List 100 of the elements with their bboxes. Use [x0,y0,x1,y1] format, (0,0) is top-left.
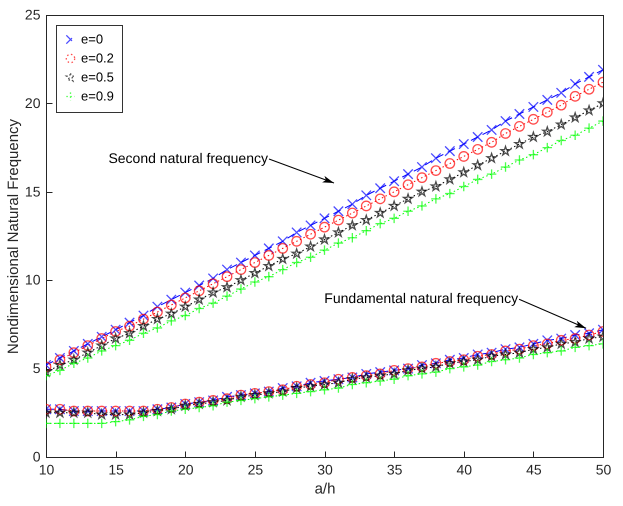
point [444,146,456,157]
point [402,179,414,190]
x-tick-label: 35 [386,462,403,478]
point [500,146,511,156]
point [346,379,358,390]
point [374,182,386,194]
point [570,342,581,353]
point [472,160,483,170]
point [291,257,302,268]
y-tick-label: 10 [24,272,41,288]
point [528,344,539,354]
point [250,268,260,278]
point [249,250,260,261]
point [222,264,232,275]
point [263,391,274,402]
point [124,317,135,328]
point [486,136,497,148]
point [222,290,232,302]
point [416,200,428,212]
point [236,395,246,406]
point [138,320,149,331]
legend-label: e=0.9 [81,88,114,104]
point [486,168,497,180]
annotation: Second natural frequency [108,150,268,166]
point [347,220,358,230]
point [277,236,288,247]
point [360,225,372,236]
point [528,102,539,112]
point [124,414,135,426]
point [138,328,149,339]
point [430,152,442,164]
point [222,271,232,282]
point [208,298,218,309]
point [82,347,93,358]
point [278,254,288,264]
point [570,112,580,122]
point [416,368,428,380]
point [291,227,302,238]
point [96,409,107,420]
point [388,176,400,187]
point [542,334,553,346]
point [542,106,553,118]
point [486,152,497,163]
point [346,232,358,244]
y-tick-label: 15 [24,183,41,200]
point [472,354,483,364]
point [514,138,525,149]
point [346,208,358,218]
point [584,105,594,115]
point [152,322,163,334]
point [194,303,205,314]
point [514,121,525,132]
point [556,338,566,348]
point [264,260,274,271]
point [458,361,470,372]
point [402,370,414,382]
point [194,402,205,413]
point [333,214,344,226]
point [472,144,484,155]
x-tick-label: 50 [596,462,612,478]
point [458,166,469,177]
point [319,222,330,233]
point [556,87,567,98]
point [208,287,218,298]
point [208,400,218,412]
point [528,349,539,360]
point [472,174,484,185]
point [180,310,191,321]
point [110,333,121,344]
point [360,200,372,212]
point [542,347,553,358]
point [152,409,163,420]
point [166,308,176,318]
y-axis-title: Nondimensional Natural Frequency [4,118,22,354]
point [430,366,442,378]
point [236,274,246,285]
point [291,388,302,399]
y-tick-label: 5 [32,360,41,376]
point [570,330,581,340]
point [319,244,330,256]
x-tick-label: 40 [456,462,472,478]
point [222,396,232,408]
point [361,214,372,225]
point [430,361,442,372]
point [138,310,149,321]
point [166,300,177,310]
point [556,100,567,111]
point [208,273,218,284]
point [388,200,400,210]
point [68,418,80,429]
point [458,181,470,192]
point [444,158,456,169]
point [249,393,260,404]
point [305,386,316,397]
point [152,301,163,312]
point [319,212,330,224]
point [584,71,594,82]
point [444,174,455,184]
point [388,368,400,378]
point [305,241,316,252]
